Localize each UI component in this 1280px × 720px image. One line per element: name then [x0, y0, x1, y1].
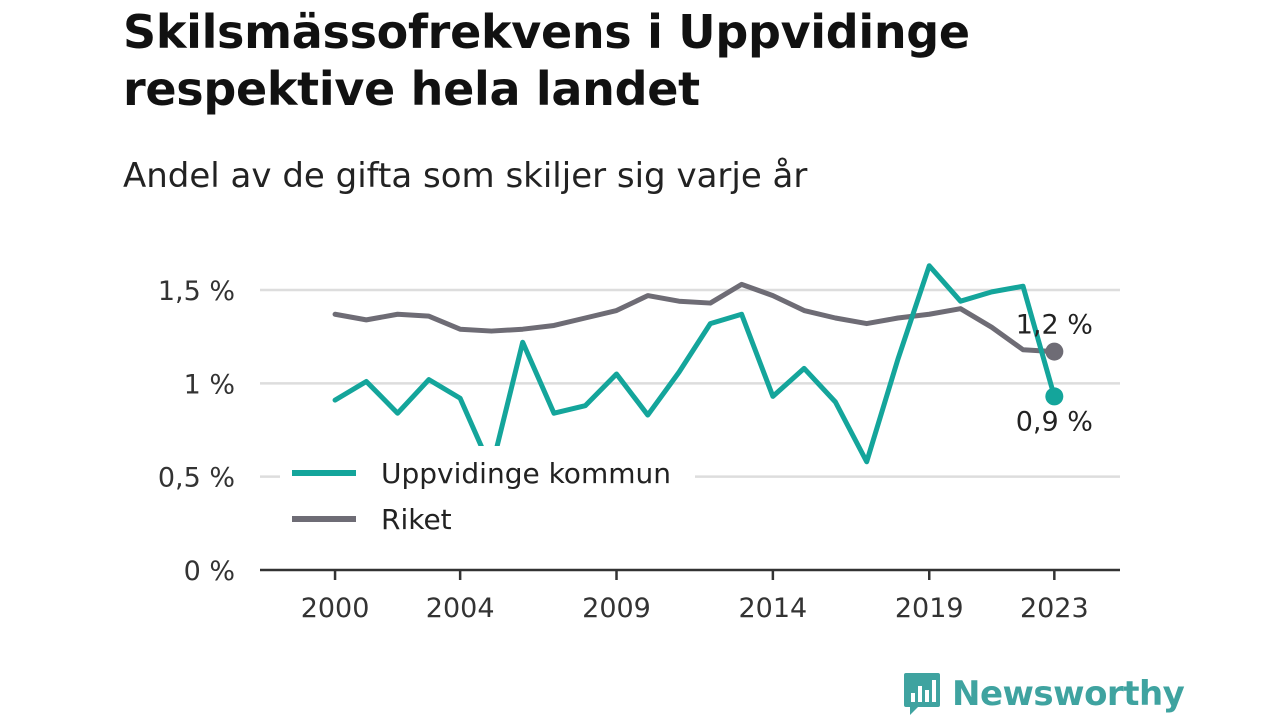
series-line-riket [332, 281, 1057, 355]
x-tick-label: 2019 [895, 593, 964, 624]
series-end-point-riket [1045, 342, 1064, 361]
x-tick-label: 2014 [739, 593, 808, 624]
x-tick-label: 2023 [1020, 593, 1089, 624]
series-line-uppvidinge [332, 263, 1057, 472]
bar-chart-speech-bubble-icon [904, 673, 940, 715]
y-tick-label: 0 % [184, 556, 235, 587]
chart-title: Skilsmässofrekvens i Uppvidinge respekti… [123, 5, 970, 116]
end-label-riket: 1,2 % [1016, 310, 1093, 341]
y-tick-label: 1,5 % [158, 276, 235, 307]
newsworthy-logo: Newsworthy [902, 670, 1185, 718]
x-tick-label: 2009 [582, 593, 651, 624]
legend-label: Riket [381, 503, 452, 536]
series-end-point-uppvidinge [1045, 387, 1064, 406]
x-tick-label: 2000 [301, 593, 370, 624]
legend-background [280, 446, 695, 546]
x-tick-label: 2004 [426, 593, 495, 624]
chart-subtitle: Andel av de gifta som skiljer sig varje … [123, 156, 808, 196]
y-tick-label: 0,5 % [158, 463, 235, 494]
brand-name: Newsworthy [952, 674, 1185, 714]
y-tick-label: 1 % [184, 369, 235, 400]
legend-label: Uppvidinge kommun [381, 457, 671, 490]
end-label-uppvidinge: 0,9 % [1016, 406, 1093, 437]
